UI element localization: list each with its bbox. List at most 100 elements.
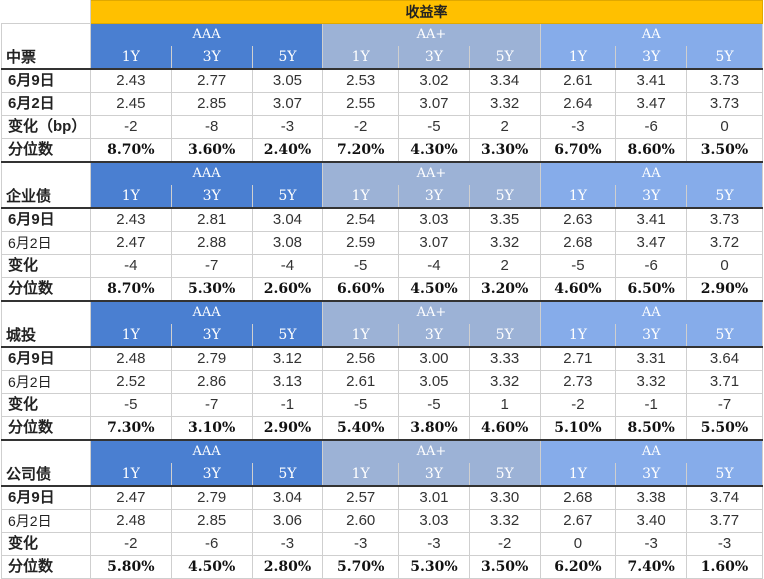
table-row: 6月2日 2.45 2.85 3.07 2.55 3.07 3.32 2.64 3.47 3.73 xyxy=(1,92,763,116)
row-label: 6月2日 xyxy=(1,92,91,116)
value-cell: 3.47 xyxy=(615,231,688,255)
value-cell: 3.05 xyxy=(398,370,470,394)
value-cell: 3.02 xyxy=(398,68,470,93)
tenor-header: 1Y xyxy=(322,185,400,209)
value-cell: 3.74 xyxy=(686,485,763,510)
section-tenor-row: 1Y 3Y 5Y 1Y 3Y 5Y 1Y 3Y 5Y xyxy=(2,46,763,70)
table-row: 分位数 7.30% 3.10% 2.90% 5.40% 3.80% 4.60% 5.10% 8.… xyxy=(1,416,763,441)
value-cell: -3 xyxy=(322,532,400,556)
value-cell: -1 xyxy=(615,393,688,417)
tenor-header: 3Y xyxy=(398,46,470,70)
row-label: 变化 xyxy=(1,532,91,556)
grade-header: AA+ xyxy=(322,439,541,463)
table-row: 6月9日 2.48 2.79 3.12 2.56 3.00 3.33 2.71 3.31 3.64 xyxy=(1,346,763,371)
value-cell: 5.40% xyxy=(322,416,400,441)
value-cell: 6.50% xyxy=(615,277,688,302)
value-cell: 3.10% xyxy=(170,416,253,441)
value-cell: 2.68 xyxy=(539,231,617,255)
value-cell: 4.60% xyxy=(539,277,617,302)
row-label: 6月9日 xyxy=(1,68,91,93)
value-cell: 2.48 xyxy=(89,509,172,533)
value-cell: 2.61 xyxy=(539,68,617,93)
row-label: 6月2日 xyxy=(1,509,91,533)
value-cell: 3.01 xyxy=(398,485,470,510)
row-label: 分位数 xyxy=(1,138,91,163)
tenor-header: 3Y xyxy=(398,463,470,487)
tenor-header: 3Y xyxy=(615,463,688,487)
row-label: 6月2日 xyxy=(1,370,91,394)
value-cell: -4 xyxy=(251,254,324,278)
value-cell: -2 xyxy=(89,532,172,556)
value-cell: 3.32 xyxy=(468,92,541,116)
value-cell: 4.60% xyxy=(468,416,541,441)
section-grade-row: 中票 AAA AA+ AA xyxy=(1,23,764,70)
value-cell: 3.71 xyxy=(686,370,763,394)
value-cell: 3.06 xyxy=(251,509,324,533)
tenor-header: 1Y xyxy=(89,463,172,487)
value-cell: 2.60% xyxy=(251,277,324,302)
value-cell: -7 xyxy=(686,393,763,417)
tenor-header: 1Y xyxy=(89,324,172,348)
tenor-header: 1Y xyxy=(89,46,172,70)
section-tenor-row: 1Y 3Y 5Y 1Y 3Y 5Y 1Y 3Y 5Y xyxy=(2,463,763,487)
table-row: 6月9日 2.43 2.81 3.04 2.54 3.03 3.35 2.63 3.41 3.73 xyxy=(1,207,763,232)
value-cell: 2.81 xyxy=(170,207,253,232)
value-cell: 5.30% xyxy=(398,555,470,579)
value-cell: 3.00 xyxy=(398,346,470,371)
row-label: 6月9日 xyxy=(1,207,91,232)
value-cell: 3.72 xyxy=(686,231,763,255)
value-cell: 2.54 xyxy=(322,207,400,232)
value-cell: 3.07 xyxy=(398,92,470,116)
table-row: 6月2日 2.52 2.86 3.13 2.61 3.05 3.32 2.73 3.32 3.71 xyxy=(1,370,763,394)
value-cell: 2.67 xyxy=(539,509,617,533)
grade-header: AAA xyxy=(89,161,324,185)
row-label: 分位数 xyxy=(1,416,91,441)
value-cell: 6.60% xyxy=(322,277,400,302)
value-cell: 2.57 xyxy=(322,485,400,510)
value-cell: 8.60% xyxy=(615,138,688,163)
value-cell: -2 xyxy=(539,393,617,417)
section-grade-row: 城投 AAA AA+ AA xyxy=(1,300,764,348)
value-cell: 2.90% xyxy=(251,416,324,441)
value-cell: 5.30% xyxy=(170,277,253,302)
value-cell: 2.79 xyxy=(170,485,253,510)
tenor-header: 5Y xyxy=(251,46,324,70)
value-cell: 4.50% xyxy=(398,277,470,302)
value-cell: 1.60% xyxy=(686,555,763,579)
value-cell: 2.47 xyxy=(89,231,172,255)
value-cell: -3 xyxy=(398,532,470,556)
row-label: 变化（bp） xyxy=(1,115,91,139)
tenor-header: 3Y xyxy=(170,324,253,348)
value-cell: 2.85 xyxy=(170,509,253,533)
table-row: 变化（bp） -2 -8 -3 -2 -5 2 -3 -6 0 xyxy=(1,115,763,139)
value-cell: 2.56 xyxy=(322,346,400,371)
value-cell: 2.43 xyxy=(89,68,172,93)
value-cell: -2 xyxy=(89,115,172,139)
value-cell: 0 xyxy=(539,532,617,556)
value-cell: 5.80% xyxy=(89,555,172,579)
tenor-header: 3Y xyxy=(170,463,253,487)
value-cell: 6.20% xyxy=(539,555,617,579)
value-cell: -3 xyxy=(615,532,688,556)
value-cell: -2 xyxy=(468,532,541,556)
value-cell: 3.07 xyxy=(398,231,470,255)
table-row: 6月9日 2.43 2.77 3.05 2.53 3.02 3.34 2.61 3.41 3.73 xyxy=(1,68,763,93)
section-label: 企业债 xyxy=(1,161,91,209)
tenor-header: 1Y xyxy=(539,463,617,487)
value-cell: 4.30% xyxy=(398,138,470,163)
tenor-header: 5Y xyxy=(468,185,541,209)
table-row: 变化 -2 -6 -3 -3 -3 -2 0 -3 -3 xyxy=(1,532,763,556)
tenor-header: 5Y xyxy=(686,46,763,70)
tenor-header: 5Y xyxy=(468,463,541,487)
value-cell: 2.73 xyxy=(539,370,617,394)
value-cell: 8.70% xyxy=(89,277,172,302)
value-cell: 3.50% xyxy=(686,138,763,163)
grade-header: AA xyxy=(539,161,764,185)
value-cell: 5.50% xyxy=(686,416,763,441)
value-cell: 3.12 xyxy=(251,346,324,371)
grade-header: AA+ xyxy=(322,23,541,46)
grade-header: AAA xyxy=(89,439,324,463)
value-cell: -6 xyxy=(615,115,688,139)
value-cell: 2.85 xyxy=(170,92,253,116)
tenor-header: 5Y xyxy=(686,324,763,348)
